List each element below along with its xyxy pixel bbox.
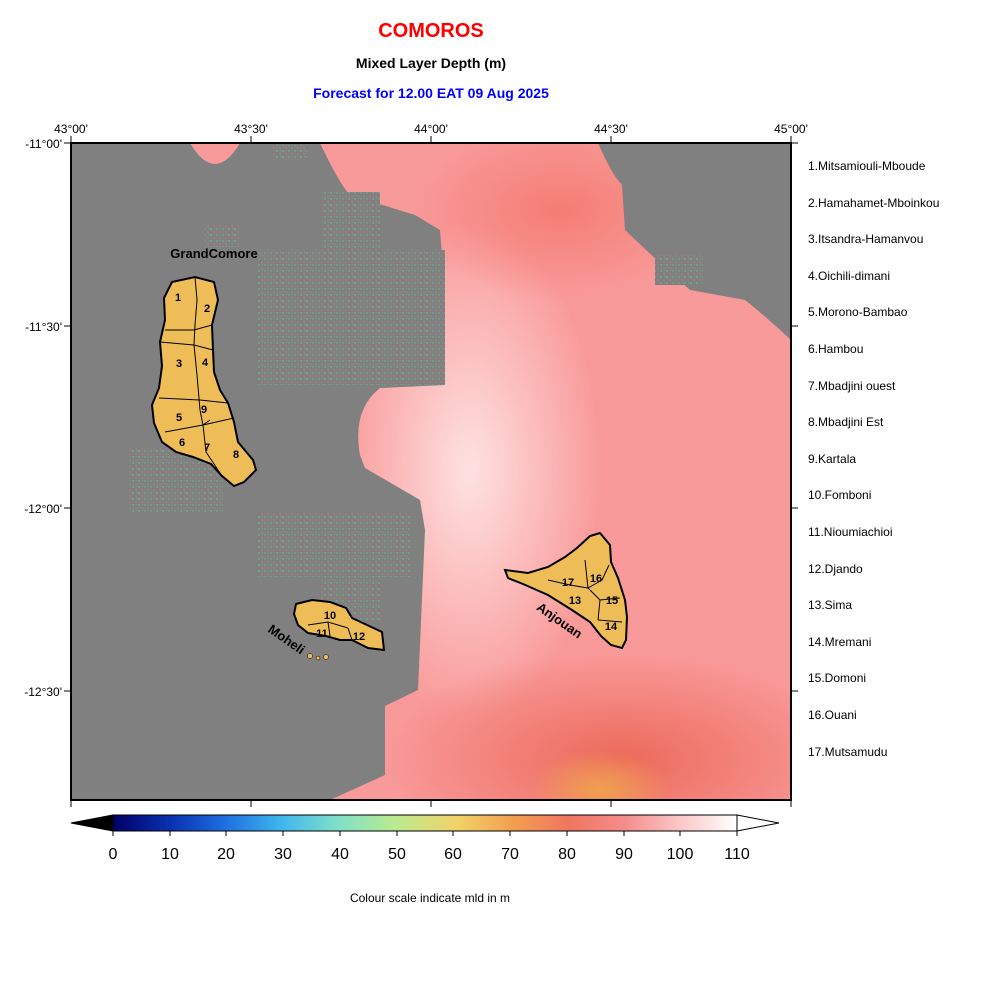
region-number: 6	[179, 437, 185, 449]
lon-label: 44°30'	[594, 122, 628, 136]
legend-item: 10.Fomboni	[808, 488, 872, 503]
colorbar-caption: Colour scale indicate mld in m	[349, 891, 511, 905]
region-number: 17	[562, 577, 574, 589]
legend-item: 3.Itsandra-Hamanvou	[808, 232, 924, 247]
moheli-borders	[307, 621, 353, 641]
colorbar-tick-label: 40	[331, 846, 349, 863]
colorbar-tick-label: 10	[161, 846, 179, 863]
islet	[307, 653, 313, 659]
colorbar-tick-label: 50	[388, 846, 406, 863]
map-title: COMOROS	[378, 20, 484, 42]
colorbar-over-arrow	[736, 814, 780, 832]
legend-item: 4.Oichili-dimani	[808, 268, 891, 283]
region-number: 11	[316, 628, 328, 640]
region-number: 2	[204, 303, 210, 315]
lon-labels: 43°00' 43°30' 44°00' 44°30' 45°00'	[54, 122, 808, 136]
legend-item: 9.Kartala	[808, 451, 857, 466]
region-number: 16	[590, 573, 602, 585]
legend-item: 16.Ouani	[808, 707, 857, 722]
anjouan-outline	[503, 531, 629, 650]
colorbar-tick-label: 70	[501, 846, 519, 863]
lon-label: 43°00'	[54, 122, 88, 136]
region-number: 15	[606, 595, 618, 607]
moheli-island	[292, 598, 386, 661]
map-subtitle: Mixed Layer Depth (m)	[355, 55, 507, 71]
region-number: 3	[176, 358, 182, 370]
legend-item: 13.Sima	[808, 598, 853, 613]
colorbar-tick-label: 100	[667, 846, 694, 863]
legend-item: 17.Mutsamudu	[808, 744, 888, 759]
region-number: 1	[175, 292, 181, 304]
islet	[323, 654, 329, 660]
islet	[315, 655, 321, 661]
south-core-zone	[530, 750, 670, 800]
colorbar-gradient	[112, 814, 738, 832]
colorbar-tick-label: 60	[444, 846, 462, 863]
lon-label: 45°00'	[774, 122, 808, 136]
region-number: 13	[569, 595, 581, 607]
region-number: 9	[201, 404, 207, 416]
legend-item: 5.Morono-Bambao	[808, 305, 908, 320]
legend-item: 1.Mitsamiouli-Mboude	[808, 159, 926, 173]
colorbar-under-arrow	[70, 814, 114, 832]
region-legend: 1.Mitsamiouli-Mboude 2.Hamahamet-Mboinko…	[808, 158, 998, 780]
lat-label: -11°30'	[25, 320, 62, 334]
lat-ticks	[64, 142, 798, 692]
legend-item: 7.Mbadjini ouest	[808, 378, 896, 393]
colorbar-tick-label: 30	[274, 846, 292, 863]
colorbar-tick-label: 90	[615, 846, 633, 863]
lon-label: 44°00'	[414, 122, 448, 136]
anjouan-borders	[547, 559, 623, 623]
mld-field	[71, 143, 791, 800]
region-number: 14	[605, 621, 618, 633]
colorbar-tick-label: 20	[217, 846, 235, 863]
lat-labels: -11°00' -11°30' -12°00' -12°30'	[24, 137, 62, 699]
lat-label: -11°00'	[25, 137, 62, 151]
region-number: 7	[204, 442, 210, 454]
colorbar: 0 10 20 30 40 50 60 70 80 90 100 110	[70, 814, 780, 863]
colorbar-tick-label: 80	[558, 846, 576, 863]
grand-comore-island	[150, 275, 258, 488]
region-number: 8	[233, 449, 239, 461]
region-number: 5	[176, 412, 182, 424]
lat-label: -12°00'	[24, 502, 62, 516]
grand-comore-outline	[150, 275, 258, 488]
colorbar-tick-label: 110	[724, 846, 750, 863]
region-number: 4	[202, 357, 209, 369]
lat-label: -12°30'	[24, 685, 62, 699]
south-deep-zone	[380, 650, 791, 800]
legend-item: 15.Domoni	[808, 671, 867, 686]
island-label-grand-comore: GrandComore	[170, 246, 257, 261]
legend-item: 2.Hamahamet-Mboinkou	[808, 195, 940, 210]
colorbar-tick-label: 0	[109, 846, 118, 863]
anjouan-island	[503, 531, 629, 650]
legend-item: 12.Djando	[808, 561, 863, 576]
speckle-patches	[128, 145, 703, 620]
region-number: 10	[324, 610, 336, 622]
legend-item: 14.Mremani	[808, 634, 872, 649]
legend-item: 8.Mbadjini Est	[808, 415, 884, 430]
lon-label: 43°30'	[234, 122, 268, 136]
legend-item: 6.Hambou	[808, 341, 864, 356]
grand-comore-borders	[158, 276, 235, 477]
region-number: 12	[353, 631, 365, 643]
land-mask-northeast	[598, 143, 791, 340]
region-numbers: 1 2 3 4 5 6 7 8 9 10 11 12 13 14 15 16 1…	[175, 292, 618, 643]
lon-ticks	[70, 136, 792, 807]
forecast-time: Forecast for 12.00 EAT 09 Aug 2025	[313, 85, 549, 101]
legend-item: 11.Nioumiachioi	[808, 524, 893, 539]
